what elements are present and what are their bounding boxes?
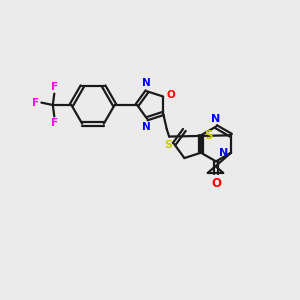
Text: S: S (205, 129, 213, 142)
Text: O: O (211, 177, 221, 190)
Text: N: N (219, 148, 228, 158)
Text: N: N (142, 122, 151, 132)
Text: F: F (32, 98, 39, 108)
Text: S: S (164, 140, 172, 150)
Text: O: O (167, 90, 176, 100)
Text: N: N (212, 114, 220, 124)
Text: N: N (142, 78, 151, 88)
Text: F: F (51, 118, 58, 128)
Text: F: F (51, 82, 58, 92)
